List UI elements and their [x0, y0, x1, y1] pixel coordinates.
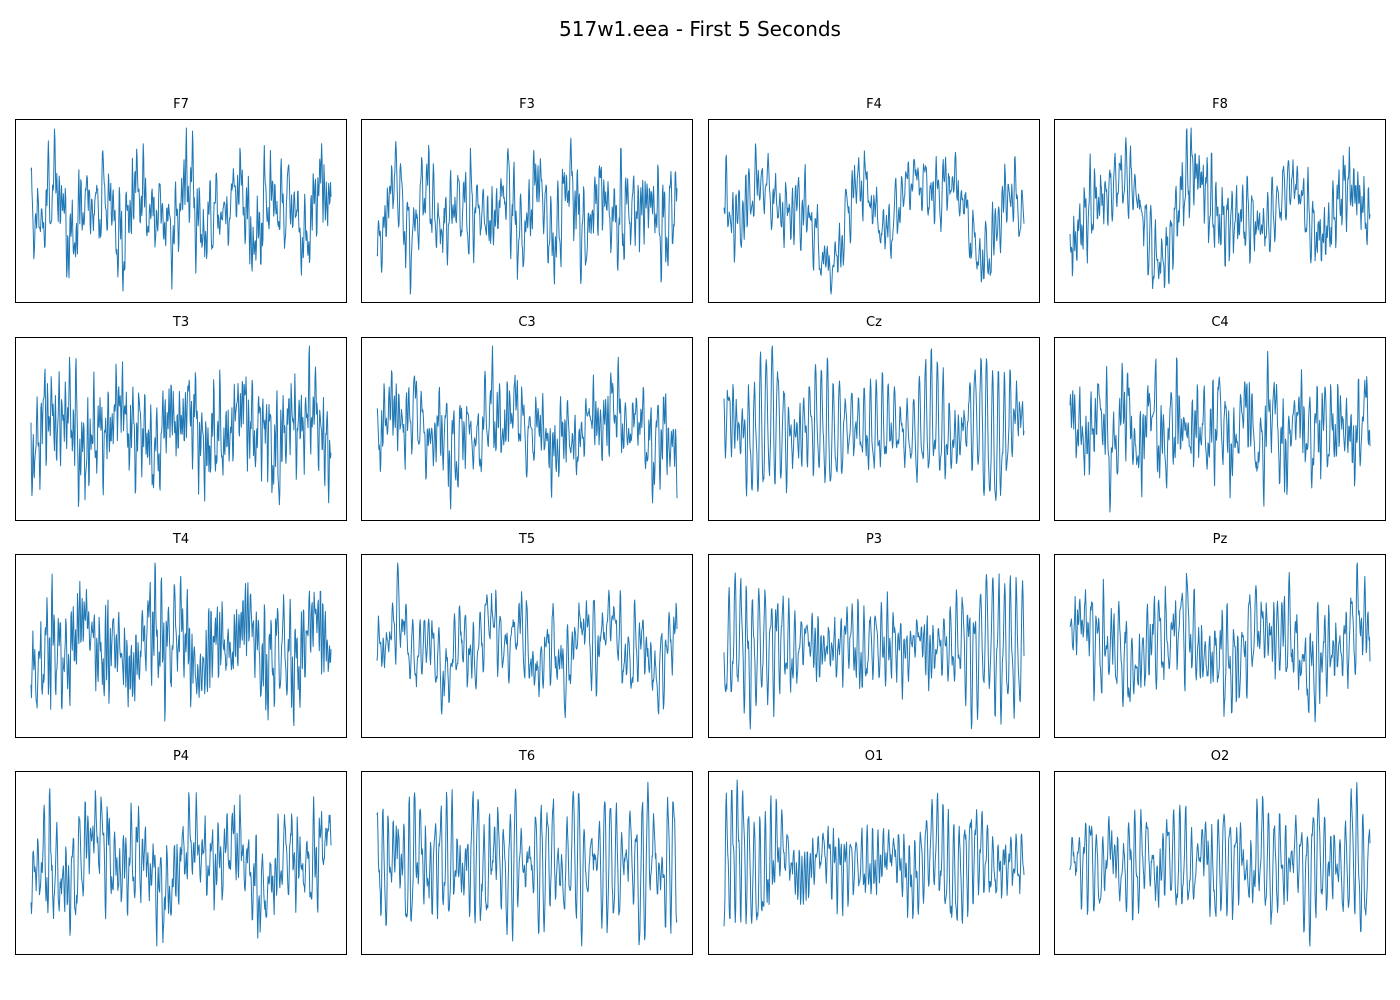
axes-frame	[15, 119, 347, 303]
axes-frame	[708, 337, 1040, 521]
signal-trace-o1	[723, 779, 1025, 927]
axes-frame	[15, 337, 347, 521]
trace-plot	[376, 345, 678, 510]
trace-plot	[30, 562, 332, 727]
signal-trace-c4	[1069, 350, 1371, 513]
axes-frame	[708, 771, 1040, 955]
axes-frame	[1054, 337, 1386, 521]
subplot-title: T3	[172, 315, 190, 330]
signal-trace-p3	[723, 572, 1025, 730]
axes-frame	[361, 337, 693, 521]
subplot-p4: P4	[15, 749, 347, 955]
subplot-title: O1	[864, 749, 884, 764]
subplot-t4: T4	[15, 532, 347, 738]
subplot-title: C3	[518, 315, 536, 330]
trace-plot	[30, 788, 332, 947]
trace-plot	[376, 781, 678, 947]
subplot-t6: T6	[361, 749, 693, 955]
subplot-title: P3	[865, 532, 883, 547]
trace-plot	[30, 345, 332, 507]
subplot-title: T5	[518, 532, 536, 547]
subplot-c4: C4	[1054, 315, 1386, 521]
subplot-title: P4	[172, 749, 190, 764]
subplot-o1: O1	[708, 749, 1040, 955]
axes-frame	[15, 771, 347, 955]
trace-plot	[723, 345, 1025, 501]
subplot-title: Pz	[1212, 532, 1228, 547]
signal-trace-t3	[30, 345, 332, 507]
axes-frame	[1054, 771, 1386, 955]
subplot-cz: Cz	[708, 315, 1040, 521]
axes-frame	[1054, 554, 1386, 738]
trace-plot	[1069, 350, 1371, 513]
signal-trace-cz	[723, 345, 1025, 501]
subplot-title: O2	[1210, 749, 1230, 764]
signal-trace-c3	[376, 345, 678, 510]
axes-frame	[1054, 119, 1386, 303]
trace-plot	[1069, 127, 1371, 290]
signal-trace-f7	[30, 127, 332, 292]
subplot-title: C4	[1211, 315, 1229, 330]
subplot-title: F8	[1212, 97, 1228, 112]
axes-frame	[15, 554, 347, 738]
axes-frame	[361, 771, 693, 955]
trace-plot	[1069, 782, 1371, 947]
subplot-title: F3	[519, 97, 535, 112]
subplot-title: T6	[518, 749, 536, 764]
subplot-f7: F7	[15, 97, 347, 303]
axes-frame	[361, 119, 693, 303]
subplot-title: T4	[172, 532, 190, 547]
signal-trace-p4	[30, 788, 332, 947]
subplot-title: F4	[866, 97, 882, 112]
axes-frame	[708, 554, 1040, 738]
axes-frame	[361, 554, 693, 738]
trace-plot	[723, 572, 1025, 730]
subplot-t5: T5	[361, 532, 693, 738]
signal-trace-t6	[376, 781, 678, 947]
signal-trace-f4	[723, 143, 1025, 295]
subplot-pz: Pz	[1054, 532, 1386, 738]
subplot-f3: F3	[361, 97, 693, 303]
figure-title: 517w1.eea - First 5 Seconds	[559, 17, 841, 41]
signal-trace-o2	[1069, 782, 1371, 947]
trace-plot	[723, 143, 1025, 295]
trace-plot	[376, 137, 678, 295]
signal-trace-t4	[30, 562, 332, 727]
subplot-p3: P3	[708, 532, 1040, 738]
subplot-c3: C3	[361, 315, 693, 521]
signal-trace-pz	[1069, 562, 1371, 723]
signal-trace-t5	[376, 562, 678, 719]
signal-trace-f3	[376, 137, 678, 295]
subplot-title: Cz	[866, 315, 882, 330]
subplot-f4: F4	[708, 97, 1040, 303]
trace-plot	[723, 779, 1025, 927]
signal-trace-f8	[1069, 127, 1371, 290]
subplot-title: F7	[173, 97, 189, 112]
trace-plot	[30, 127, 332, 292]
subplot-f8: F8	[1054, 97, 1386, 303]
subplot-o2: O2	[1054, 749, 1386, 955]
trace-plot	[1069, 562, 1371, 723]
subplot-t3: T3	[15, 315, 347, 521]
axes-frame	[708, 119, 1040, 303]
trace-plot	[376, 562, 678, 719]
